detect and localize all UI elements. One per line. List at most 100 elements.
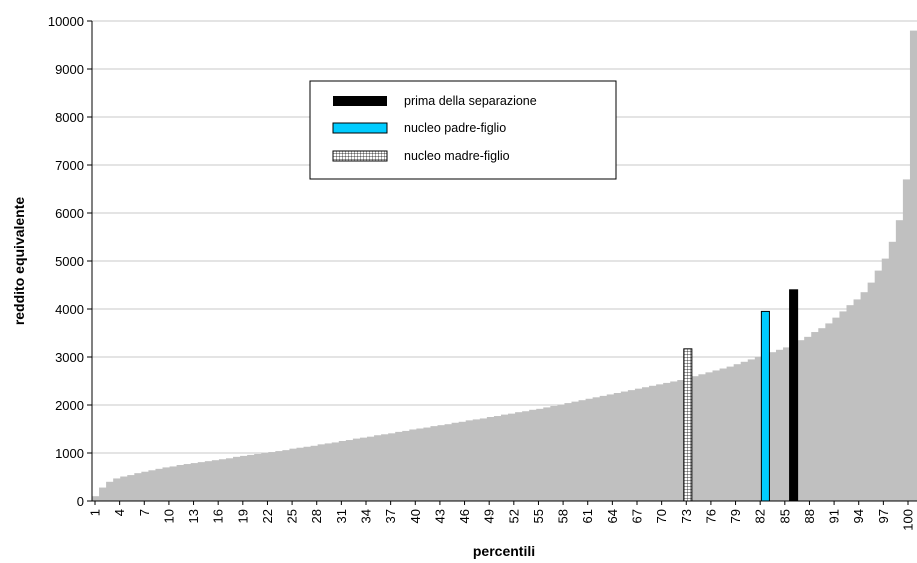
distribution-bar: [92, 496, 100, 501]
distribution-bar: [190, 463, 199, 501]
distribution-bar: [367, 436, 375, 501]
x-tick-label: 19: [235, 509, 250, 523]
distribution-bar: [818, 328, 826, 501]
x-tick-label: 34: [359, 509, 374, 523]
distribution-bar: [909, 30, 917, 501]
y-tick-label: 7000: [55, 158, 84, 173]
distribution-bar: [719, 368, 728, 501]
distribution-bar: [825, 323, 833, 501]
distribution-bar: [458, 421, 467, 501]
distribution-bar: [522, 411, 530, 501]
y-tick-label: 4000: [55, 302, 84, 317]
x-tick-label: 88: [802, 509, 817, 523]
x-tick-label: 28: [309, 509, 324, 523]
distribution-bar: [134, 473, 142, 501]
legend-swatch-madre: [332, 150, 388, 162]
distribution-bar: [331, 442, 340, 501]
distribution-bar: [289, 448, 298, 501]
distribution-bar: [99, 487, 107, 501]
x-tick-label: 85: [777, 509, 792, 523]
distribution-bar: [204, 461, 213, 501]
x-tick-label: 10: [161, 509, 176, 523]
x-tick-label: 79: [728, 509, 743, 523]
legend-label-padre: nucleo padre-figlio: [404, 121, 506, 135]
x-tick-label: 22: [260, 509, 275, 523]
x-tick-label: 67: [630, 509, 645, 523]
x-tick-label: 76: [703, 509, 718, 523]
distribution-bar: [113, 478, 121, 501]
distribution-bar: [423, 427, 432, 501]
distribution-bar: [733, 364, 742, 501]
distribution-bar: [649, 385, 657, 501]
distribution-bar: [381, 434, 389, 501]
distribution-bar: [578, 400, 587, 501]
distribution-bar: [451, 422, 460, 501]
distribution-bar: [557, 404, 566, 501]
distribution-bar: [493, 416, 502, 501]
distribution-bar: [804, 336, 812, 501]
distribution-bar: [127, 475, 135, 501]
distribution-bar: [634, 388, 643, 501]
distribution-bar: [211, 460, 220, 501]
distribution-bar: [881, 258, 890, 501]
y-tick-label: 0: [77, 494, 84, 509]
x-tick-label: 1: [88, 509, 103, 516]
y-tick-label: 2000: [55, 398, 84, 413]
x-tick-label: 97: [876, 509, 891, 523]
legend-label-madre: nucleo madre-figlio: [404, 149, 510, 163]
distribution-bar: [240, 455, 248, 501]
x-tick-label: 64: [605, 509, 620, 523]
distribution-bar: [811, 332, 819, 501]
distribution-bar: [726, 366, 735, 501]
legend: prima della separazione nucleo padre-fig…: [309, 80, 617, 180]
distribution-bar: [218, 459, 227, 501]
y-axis-title: reddito equivalente: [11, 197, 27, 326]
distribution-bar: [564, 403, 573, 501]
distribution-bar: [162, 467, 171, 501]
distribution-bar: [620, 391, 629, 501]
x-tick-label: 25: [285, 509, 300, 523]
distribution-bar: [155, 468, 164, 501]
x-tick-label: 43: [432, 509, 447, 523]
distribution-bar: [585, 398, 594, 501]
distribution-bar: [543, 407, 551, 501]
distribution-bar: [225, 458, 234, 501]
y-tick-label: 8000: [55, 110, 84, 125]
distribution-bar: [141, 471, 150, 501]
distribution-bar: [268, 452, 276, 501]
distribution-bar: [233, 456, 241, 501]
distribution-bar: [860, 292, 869, 501]
distribution-bar: [888, 241, 897, 502]
x-tick-label: 31: [334, 509, 349, 523]
x-tick-label: 58: [556, 509, 571, 523]
distribution-bar: [388, 433, 396, 501]
distribution-bar: [317, 444, 326, 501]
distribution-bar: [839, 311, 848, 501]
x-axis-title: percentili: [473, 543, 535, 559]
distribution-bar: [374, 435, 382, 501]
distribution-bar: [247, 454, 255, 501]
x-tick-label: 61: [580, 509, 595, 523]
distribution-bar: [867, 282, 876, 501]
distribution-bar: [359, 437, 368, 501]
distribution-bar: [754, 357, 763, 501]
highlight-bar-prima: [789, 289, 799, 502]
x-tick-label: 100: [901, 509, 916, 531]
distribution-bar: [430, 426, 439, 501]
legend-swatch-padre: [332, 122, 388, 134]
distribution-bar: [500, 414, 509, 501]
distribution-bar: [345, 440, 354, 501]
x-tick-label: 73: [679, 509, 694, 523]
distribution-bar: [120, 476, 128, 501]
x-tick-label: 94: [851, 509, 866, 523]
x-tick-label: 52: [506, 509, 521, 523]
distribution-bar: [670, 381, 678, 501]
distribution-bar: [853, 299, 862, 501]
distribution-bar: [169, 466, 178, 501]
x-tick-label: 4: [112, 509, 127, 516]
distribution-bar: [515, 412, 523, 501]
x-tick-label: 37: [383, 509, 398, 523]
x-tick-label: 55: [531, 509, 546, 523]
distribution-bar: [571, 401, 580, 501]
distribution-bar: [768, 352, 777, 501]
